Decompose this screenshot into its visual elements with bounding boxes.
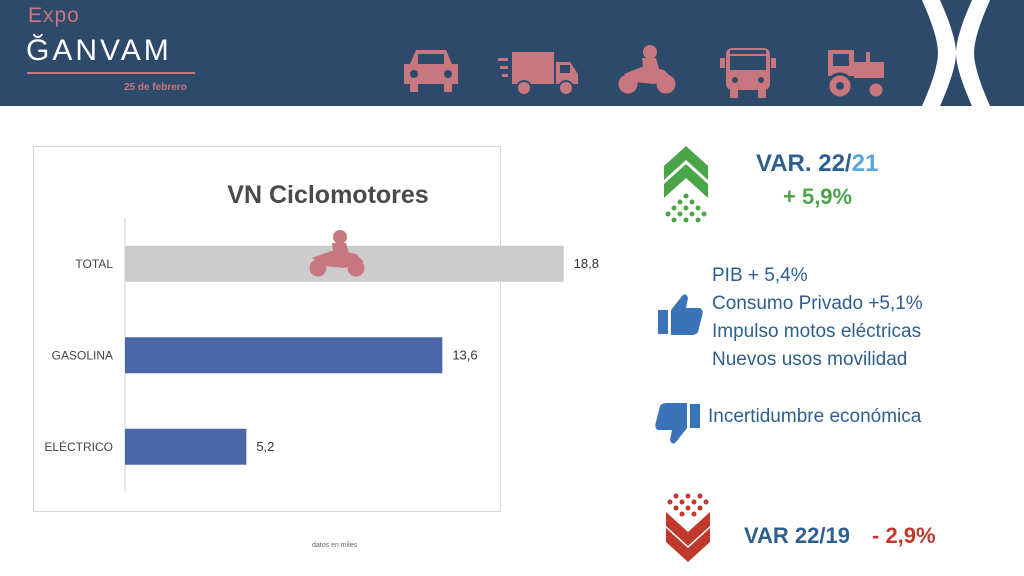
chart-frame (33, 146, 501, 512)
category-label: GASOLINA (52, 348, 113, 362)
negative-factor: Incertidumbre económica (708, 406, 922, 427)
positive-factor: Impulso motos eléctricas (712, 321, 922, 342)
value-label: 18,8 (574, 256, 599, 271)
logo-underline (27, 72, 195, 74)
tractor-icon (826, 50, 886, 100)
value-label: 5,2 (256, 439, 274, 454)
bus-icon (720, 48, 776, 98)
var-22-21-title: VAR. 22/21 (756, 150, 878, 178)
ganvam-x-mark (922, 0, 990, 106)
var-title-suffix: 21 (851, 150, 879, 177)
logo-ganvam: ĞANVAM (26, 34, 172, 67)
chart-footnote: datos en miles (312, 542, 358, 549)
car-icon (404, 50, 458, 92)
positive-factor: Nuevos usos movilidad (712, 349, 908, 370)
bar-2 (125, 428, 247, 465)
thumbs-up-icon (658, 294, 703, 335)
truck-icon (498, 52, 578, 96)
double-chevron-down-icon (666, 493, 710, 562)
thumbs-down-icon (655, 403, 700, 444)
bar-1 (125, 337, 443, 374)
var-title-prefix: VAR. 22/ (756, 150, 852, 177)
var-22-21-value: + 5,9% (783, 184, 853, 209)
motorcycle-watermark-icon (306, 230, 368, 280)
positive-factor: PIB + 5,4% (712, 265, 808, 286)
motorcycle-icon (615, 45, 679, 97)
positive-factor: Consumo Privado +5,1% (712, 293, 923, 314)
chart-title: VN Ciclomotores (227, 181, 429, 209)
var-22-19-value: - 2,9% (872, 523, 936, 548)
double-chevron-up-icon (664, 146, 708, 223)
var-22-19-label: VAR 22/19 (744, 523, 850, 548)
category-label: ELÉCTRICO (44, 439, 113, 454)
event-date: 25 de febrero (124, 82, 187, 93)
value-label: 13,6 (452, 347, 477, 362)
positive-factors-list: PIB + 5,4% Consumo Privado +5,1% Impulso… (712, 262, 923, 374)
header-banner: Expo ĞANVAM 25 de febrero (0, 0, 1024, 106)
category-label: TOTAL (75, 257, 113, 271)
logo-expo: Expo (28, 4, 80, 27)
